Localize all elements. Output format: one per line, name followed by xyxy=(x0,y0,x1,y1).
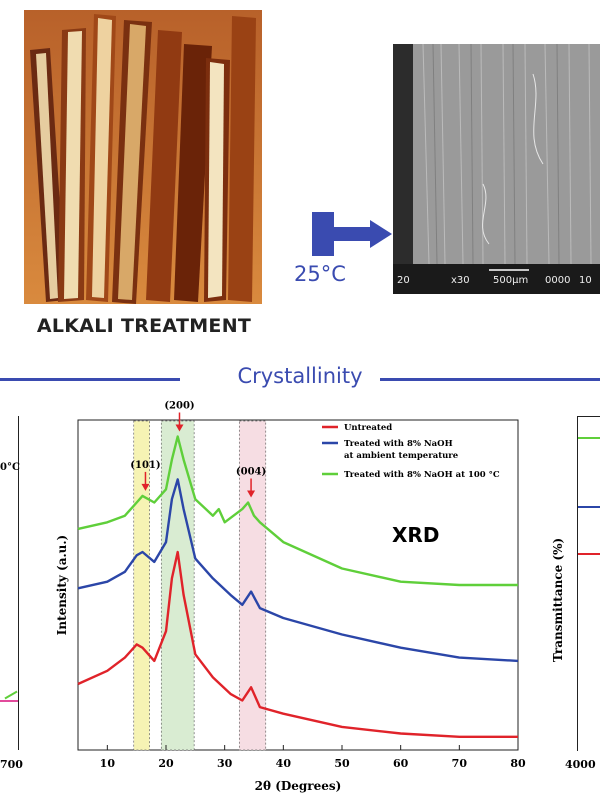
right-y-axis-label: Transmittance (%) xyxy=(551,538,565,662)
right-y-axis-label-wrap: Transmittance (%) xyxy=(551,538,565,662)
divider-right xyxy=(380,378,600,381)
peak-label-0: (101) xyxy=(130,460,160,471)
x-tick-label-60: 60 xyxy=(393,757,409,770)
x-axis-label: 2θ (Degrees) xyxy=(255,779,342,793)
sem-scale-label: 500μm xyxy=(493,275,529,286)
peak-band-1 xyxy=(160,420,195,751)
peak-band-0 xyxy=(133,420,150,751)
chart-title: XRD xyxy=(392,523,439,547)
right-curve-green xyxy=(578,437,600,439)
x-tick-label-80: 80 xyxy=(510,757,526,770)
section-title-text: Crystallinity xyxy=(223,364,377,388)
legend-label-0-0: Untreated xyxy=(344,423,392,433)
peak-arrow-head-2 xyxy=(247,490,256,498)
legend-label-1-1: at ambient temperature xyxy=(344,451,459,461)
sem-info-far: 10 xyxy=(579,275,592,286)
series-line-1 xyxy=(77,478,519,663)
temperature-label: 25°C xyxy=(294,262,346,286)
sem-info-right: 0000 xyxy=(545,275,571,286)
x-tick-label-30: 30 xyxy=(217,757,233,770)
left-partial-tick: 700 xyxy=(0,758,23,771)
x-tick-label-70: 70 xyxy=(452,757,468,770)
right-curve-red xyxy=(578,553,600,555)
peak-label-2: (004) xyxy=(236,467,266,478)
sem-micrograph: 20 x30 500μm 0000 10 xyxy=(393,44,600,294)
photo-caption: ALKALI TREATMENT xyxy=(36,315,252,337)
sem-info-mag: x30 xyxy=(451,275,470,286)
series-line-2 xyxy=(77,435,518,587)
peak-arrow-head-0 xyxy=(141,483,150,491)
x-tick-label-40: 40 xyxy=(276,757,292,770)
peak-arrow-head-1 xyxy=(175,424,184,432)
process-arrow xyxy=(312,212,392,256)
left-partial-panel: 0°C xyxy=(0,416,20,750)
x-tick-label-10: 10 xyxy=(100,757,116,770)
right-partial-panel xyxy=(577,416,600,751)
x-tick-label-50: 50 xyxy=(334,757,350,770)
left-partial-curve-green xyxy=(4,690,18,700)
peak-label-1: (200) xyxy=(164,401,194,412)
right-curve-blue xyxy=(578,506,600,508)
divider-left xyxy=(0,378,180,381)
section-title: Crystallinity xyxy=(0,364,600,388)
series-line-0 xyxy=(77,550,518,738)
legend-label-2-0: Treated with 8% NaOH at 100 °C xyxy=(344,470,500,480)
xrd-chart: 10 20 30 40 50 60 70 80 (101) (200) (004) Untreat… xyxy=(55,401,526,794)
alkali-treatment-photo xyxy=(24,10,262,304)
y-axis-label: Intensity (a.u.) xyxy=(55,535,69,635)
left-partial-curve-pink xyxy=(0,700,18,702)
right-partial-tick: 4000 xyxy=(565,758,596,771)
x-tick-label-20: 20 xyxy=(158,757,174,770)
legend-label-1-0: Treated with 8% NaOH xyxy=(344,439,453,449)
peak-band-2 xyxy=(238,420,267,751)
sem-info-left: 20 xyxy=(397,275,410,286)
left-partial-label: 0°C xyxy=(0,462,20,473)
